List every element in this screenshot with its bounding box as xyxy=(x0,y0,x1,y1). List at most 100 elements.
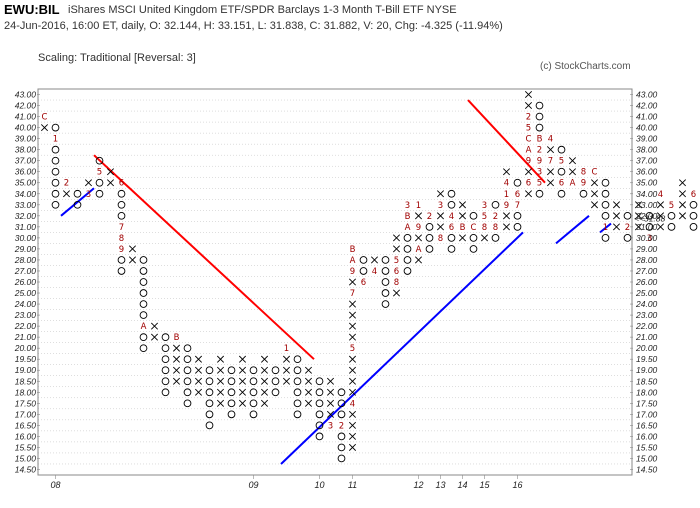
o-box xyxy=(161,344,170,353)
o-box xyxy=(161,355,170,364)
o-box xyxy=(601,200,610,209)
month-marker: 5 xyxy=(394,256,399,266)
y-tick-label-right: 15.50 xyxy=(636,442,658,452)
y-tick-label-right: 21.00 xyxy=(635,332,658,342)
o-box xyxy=(117,189,126,198)
month-marker: 3 xyxy=(537,168,542,178)
o-box xyxy=(205,399,214,408)
month-marker: C xyxy=(592,168,598,178)
o-box xyxy=(601,189,610,198)
month-marker: 8 xyxy=(119,234,124,244)
y-tick-label-right: 31.00 xyxy=(636,222,658,232)
o-box xyxy=(139,289,148,297)
month-marker: A xyxy=(416,245,422,255)
y-tick-label-left: 15.00 xyxy=(15,453,37,463)
o-box xyxy=(337,399,346,408)
o-box xyxy=(227,410,236,419)
x-box xyxy=(282,366,291,374)
x-box xyxy=(106,179,115,187)
month-marker: 7 xyxy=(515,201,520,211)
o-box xyxy=(293,410,302,419)
o-box xyxy=(73,189,82,198)
x-box xyxy=(326,377,335,385)
y-tick-label-right: 23.00 xyxy=(635,310,658,320)
x-box xyxy=(40,124,49,132)
y-tick-label-right: 17.50 xyxy=(636,398,658,408)
o-box xyxy=(689,200,698,209)
o-box xyxy=(601,234,610,242)
x-tick-label: 14 xyxy=(457,480,467,490)
x-box xyxy=(524,90,533,99)
x-box xyxy=(678,212,687,220)
month-marker: C xyxy=(471,223,477,233)
o-box xyxy=(205,377,214,386)
o-box xyxy=(337,410,346,419)
y-tick-label-left: 34.00 xyxy=(15,189,37,199)
month-marker: 4 xyxy=(548,135,553,145)
y-tick-label-right: 19.50 xyxy=(636,354,658,364)
month-marker: 6 xyxy=(361,278,366,288)
x-box xyxy=(150,333,159,341)
y-tick-label-right: 34.00 xyxy=(636,189,658,199)
x-box xyxy=(348,278,357,286)
month-marker: 5 xyxy=(350,344,355,354)
month-marker: 3 xyxy=(405,201,410,211)
month-marker: A xyxy=(405,223,411,233)
month-marker: 6 xyxy=(526,179,531,189)
o-box xyxy=(139,311,148,319)
month-marker: 3 xyxy=(86,190,91,200)
o-box xyxy=(293,388,302,397)
y-tick-label-left: 39.00 xyxy=(15,134,37,144)
month-marker: 5 xyxy=(97,168,102,178)
x-box xyxy=(436,223,445,231)
y-tick-label-left: 40.00 xyxy=(15,123,37,133)
o-box xyxy=(293,366,302,375)
o-box xyxy=(117,200,126,209)
month-marker: 4 xyxy=(504,179,509,189)
x-box xyxy=(282,355,291,363)
last-price-label: <<31.88 xyxy=(634,213,665,223)
o-box xyxy=(469,211,478,220)
x-box xyxy=(634,201,643,209)
o-box xyxy=(403,267,412,275)
o-box xyxy=(51,156,60,165)
o-box xyxy=(381,256,390,264)
y-tick-label-left: 22.00 xyxy=(14,321,37,331)
x-box xyxy=(524,168,533,176)
y-tick-label-left: 25.00 xyxy=(14,288,37,298)
month-marker: 8 xyxy=(493,223,498,233)
month-marker: 2 xyxy=(625,223,630,233)
o-box xyxy=(293,377,302,386)
x-box xyxy=(216,366,225,374)
y-tick-label-right: 27.00 xyxy=(635,266,658,276)
x-tick-label: 10 xyxy=(314,480,324,490)
o-box xyxy=(51,200,60,209)
o-box xyxy=(337,388,346,397)
y-tick-label-left: 29.00 xyxy=(14,244,37,254)
x-box xyxy=(216,355,225,363)
y-tick-label-right: 36.00 xyxy=(636,167,658,177)
month-marker: A xyxy=(526,146,532,156)
x-box xyxy=(502,168,511,176)
x-box xyxy=(546,168,555,176)
o-box xyxy=(403,256,412,264)
y-tick-label-left: 18.50 xyxy=(15,376,37,386)
o-box xyxy=(535,101,544,110)
month-marker: 9 xyxy=(119,245,124,255)
o-box xyxy=(557,145,566,154)
month-marker: 2 xyxy=(526,113,531,123)
x-box xyxy=(216,388,225,396)
o-box xyxy=(271,366,280,375)
x-box xyxy=(260,355,269,363)
o-box xyxy=(249,388,258,397)
x-tick-label: 12 xyxy=(413,480,423,490)
x-box xyxy=(304,366,313,374)
x-box xyxy=(590,190,599,198)
y-tick-label-left: 30.00 xyxy=(15,233,37,243)
o-box xyxy=(183,355,192,364)
x-box xyxy=(612,201,621,209)
month-marker: 9 xyxy=(537,157,542,167)
o-box xyxy=(139,256,148,264)
o-box xyxy=(403,245,412,253)
x-box xyxy=(348,355,357,363)
